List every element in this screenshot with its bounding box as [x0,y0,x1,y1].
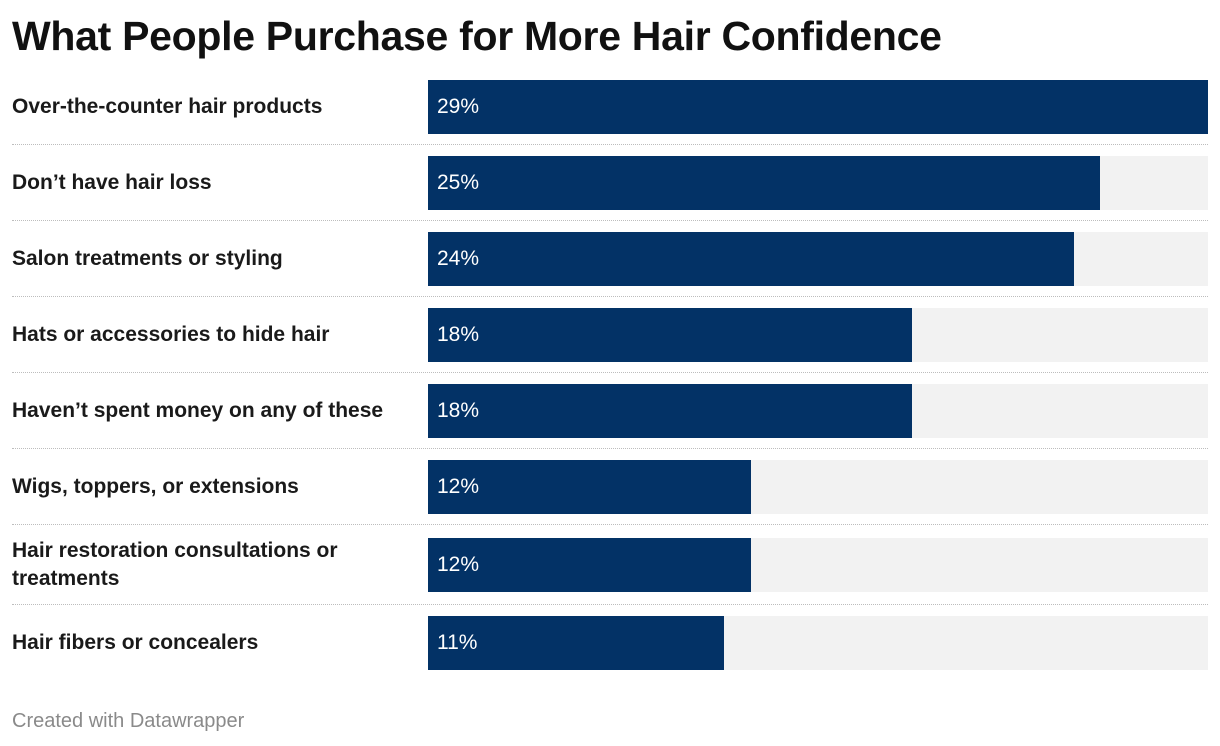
value-label: 24% [437,247,480,270]
row-separator [12,524,1208,525]
category-label: Salon treatments or styling [12,247,283,270]
row-separator [12,220,1208,221]
bar-track: 11% [428,616,1208,670]
category-label: Haven’t spent money on any of these [12,399,384,422]
value-label: 18% [437,399,480,422]
bar-track: 18% [428,308,1208,362]
category-label: Over-the-counter hair products [12,95,323,118]
category-label: Hair restoration consultations or treatm… [12,539,338,590]
value-label: 25% [437,171,480,194]
bar [428,232,1074,286]
bar-track: 12% [428,538,1208,592]
bar-track: 24% [428,232,1208,286]
row-separator [12,144,1208,145]
bar [428,156,1100,210]
row-separator [12,296,1208,297]
value-label: 29% [437,95,480,118]
bar [428,460,751,514]
bar [428,308,912,362]
bar [428,80,1208,134]
bar-track: 29% [428,80,1208,134]
row-separator [12,604,1208,605]
chart-title: What People Purchase for More Hair Confi… [12,13,942,59]
category-label: Wigs, toppers, or extensions [12,475,299,498]
row-separator [12,372,1208,373]
bar [428,616,724,670]
value-label: 18% [437,323,480,346]
bar-track: 25% [428,156,1208,210]
value-label: 12% [437,475,480,498]
credit-text: Created with Datawrapper [12,710,245,732]
category-label: Hats or accessories to hide hair [12,323,330,346]
bar-rows: Over-the-counter hair products 29% Don’t h… [12,80,1208,670]
category-label: Don’t have hair loss [12,171,212,194]
row-separator [12,448,1208,449]
bar-track: 18% [428,384,1208,438]
bar [428,384,912,438]
value-label: 12% [437,553,480,576]
bar [428,538,751,592]
bar-track: 12% [428,460,1208,514]
value-label: 11% [437,631,478,654]
category-label: Hair fibers or concealers [12,631,259,654]
